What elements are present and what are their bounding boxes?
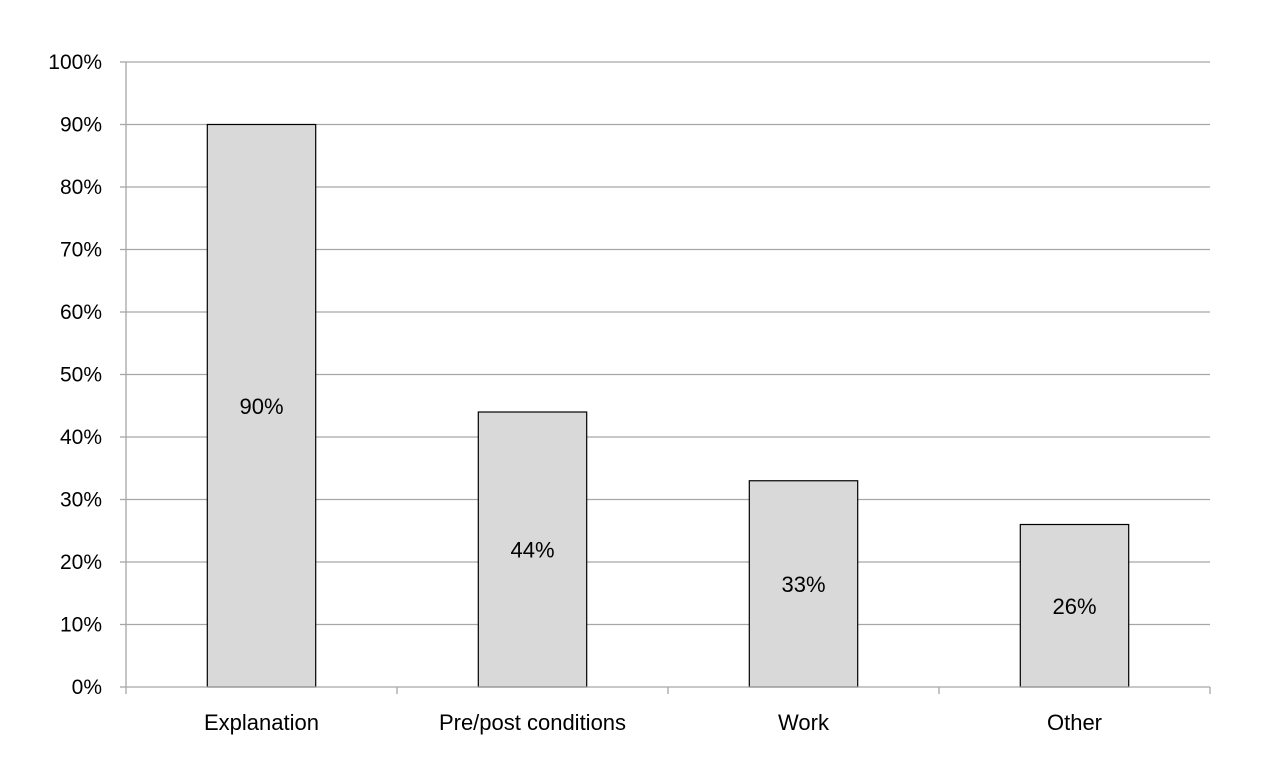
y-tick-label: 80% [60, 176, 102, 199]
y-tick-label: 60% [60, 301, 102, 324]
x-category-label: Pre/post conditions [439, 710, 626, 735]
y-tick-label: 10% [60, 614, 102, 637]
bar-pre-post-conditions [477, 411, 588, 688]
y-tick-label: 40% [60, 426, 102, 449]
x-category-label: Explanation [204, 710, 319, 735]
y-tick-label: 100% [48, 51, 102, 74]
category-labels: Explanation Pre/post conditions Work Other [204, 710, 1102, 735]
data-label: 44% [510, 538, 554, 563]
x-category-label: Other [1047, 710, 1102, 735]
bar-other [1019, 523, 1130, 688]
y-tick-label: 0% [72, 676, 102, 699]
bars [206, 123, 1130, 688]
bar-explanation [206, 123, 317, 688]
x-axis-ticks [125, 687, 1211, 694]
data-label: 33% [781, 572, 825, 597]
y-tick-label: 20% [60, 551, 102, 574]
data-label: 90% [239, 394, 283, 419]
y-tick-label: 70% [60, 239, 102, 262]
data-label: 26% [1052, 594, 1096, 619]
y-tick-label: 30% [60, 489, 102, 512]
x-category-label: Work [778, 710, 830, 735]
y-tick-label: 50% [60, 364, 102, 387]
data-labels: 90% 44% 33% 26% [239, 394, 1096, 619]
y-axis-ticks: 0% 10% 20% 30% 40% 50% 60% 70% 80% 90% 100% [48, 51, 126, 699]
y-tick-label: 90% [60, 114, 102, 137]
